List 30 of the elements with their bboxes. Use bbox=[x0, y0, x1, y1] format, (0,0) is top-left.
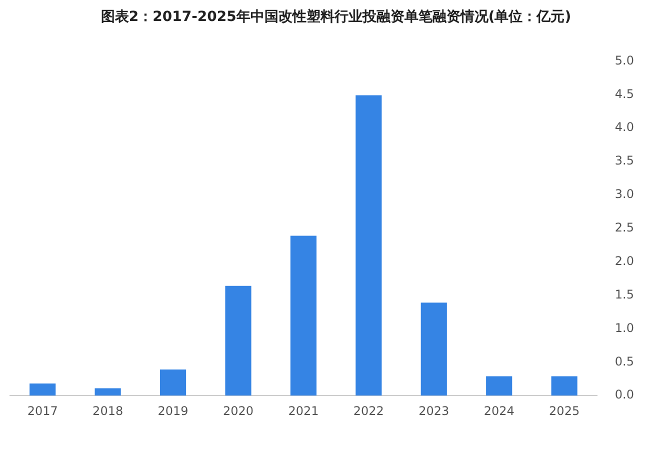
x-tick-label: 2023 bbox=[418, 404, 450, 418]
y-tick-label: 5.0 bbox=[614, 53, 634, 68]
bar bbox=[94, 388, 121, 396]
chart-title: 图表2：2017-2025年中国改性塑料行业投融资单笔融资情况(单位：亿元) bbox=[100, 8, 572, 26]
y-tick-label: 4.0 bbox=[614, 120, 634, 134]
x-tick-label: 2018 bbox=[92, 404, 124, 418]
y-tick-label: 3.5 bbox=[614, 154, 634, 168]
y-tick-label: 1.0 bbox=[614, 320, 634, 335]
y-tick-label: 4.5 bbox=[614, 86, 634, 101]
y-tick-label: 0.0 bbox=[614, 388, 634, 402]
y-tick-label: 1.5 bbox=[614, 287, 634, 302]
y-tick-label: 2.0 bbox=[614, 254, 634, 268]
x-tick-label: 2019 bbox=[158, 404, 188, 418]
bar bbox=[30, 384, 56, 396]
bar bbox=[225, 286, 252, 396]
x-tick-label: 2025 bbox=[549, 404, 580, 418]
bar bbox=[356, 95, 382, 396]
bar bbox=[420, 302, 447, 396]
x-tick-label: 2017 bbox=[27, 404, 58, 418]
y-tick-label: 2.5 bbox=[614, 220, 634, 235]
y-tick-label: 0.5 bbox=[614, 354, 634, 368]
bar bbox=[486, 376, 512, 396]
y-tick-label: 3.0 bbox=[614, 187, 634, 202]
x-tick-label: 2021 bbox=[288, 404, 319, 418]
bar bbox=[160, 370, 186, 396]
x-tick-label: 2020 bbox=[222, 404, 254, 418]
x-tick-label: 2024 bbox=[484, 404, 514, 418]
x-tick-label: 2022 bbox=[353, 404, 384, 418]
bar bbox=[290, 236, 316, 396]
bar bbox=[551, 376, 578, 396]
